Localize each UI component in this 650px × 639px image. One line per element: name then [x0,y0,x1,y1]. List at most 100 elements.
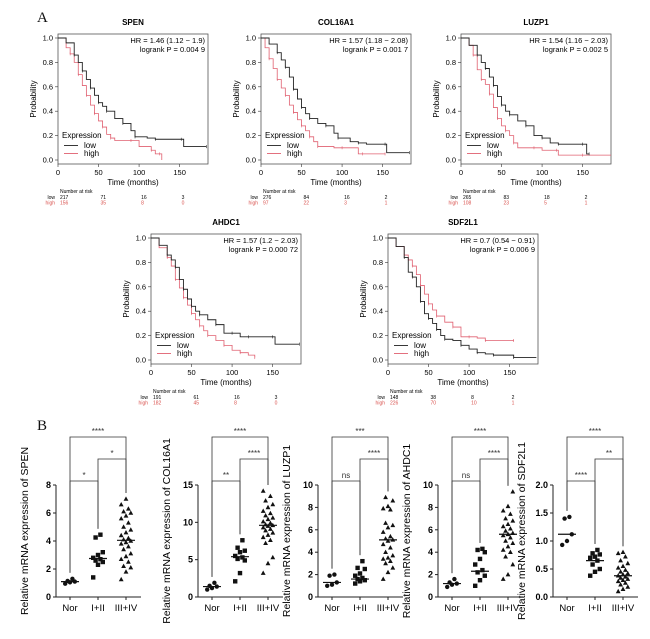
y-tick-label: 0.8 [136,258,146,267]
data-point [385,503,391,509]
significance-bracket [211,480,241,577]
x-tick-label: 50 [424,368,432,377]
risk-value: 0 [275,401,278,407]
significance-bracket [331,436,389,569]
significance-label: ns [342,471,350,480]
x-tick-label: 0 [386,368,390,377]
data-point [325,583,330,588]
x-tick-label: 50 [297,168,305,177]
risk-value: 84 [304,195,310,201]
hazard-ratio: HR = 1.46 (1.12 − 1.9) [130,36,205,45]
risk-value: 83 [504,195,510,201]
x-tick-label: 150 [576,168,589,177]
data-point [353,573,358,578]
y-axis-label: Probability [232,80,241,117]
data-point [388,558,393,563]
data-point [500,576,506,581]
data-point [98,532,103,537]
risk-value: 16 [234,395,240,401]
hazard-ratio: HR = 1.57 (1.2 − 2.03) [223,236,298,245]
risk-title: Number at risk [390,389,423,395]
plot-frame [150,233,302,365]
y-tick-label: 0.4 [446,107,456,116]
y-tick-label: 2 [308,570,313,580]
x-tick-label: Nor [444,603,459,614]
data-point [618,575,623,580]
significance-label: * [110,449,113,458]
y-tick-label: 0.4 [43,107,53,116]
y-tick-label: 0.6 [136,282,146,291]
data-point [360,558,365,564]
data-point [260,508,266,513]
data-point [390,552,396,558]
km-curve-high [261,37,386,155]
risk-value: 70 [431,401,437,407]
data-point [385,569,391,575]
y-tick-label: 1.0 [373,234,383,243]
data-point [212,580,217,586]
y-tick-label: 6 [428,525,433,535]
data-point [240,538,245,543]
data-point [505,572,511,577]
risk-value: 148 [390,395,399,401]
data-point [118,541,124,546]
legend-label-low: low [414,341,426,350]
data-point [240,555,245,560]
data-point [500,547,506,552]
data-point [100,550,105,555]
data-point [123,553,129,559]
data-point [390,565,396,570]
risk-value: 8 [141,201,144,207]
data-point [263,527,268,533]
data-point [123,569,129,574]
risk-value: 2 [385,195,388,201]
y-tick-label: 8 [308,502,313,512]
y-tick-label: 15 [183,480,193,490]
y-axis-label: Probability [29,80,38,117]
x-tick-label: III+IV [497,603,520,614]
x-tick-label: 50 [497,168,505,177]
y-tick-label: 1.0 [246,34,256,43]
data-point [118,532,124,538]
km-svg: AHDC1 0.0 0.2 0.4 0.6 0.8 1.0 0 50 100 150 Time (mo… [122,218,302,407]
km-title: COL16A1 [318,18,355,27]
legend-label-low: low [177,341,189,350]
risk-value: 1 [385,201,388,207]
x-tick-label: 50 [187,368,195,377]
dot-plot-col16a1: 0 5 10 15 Nor I+II III+IV Relative mRNA express… [150,425,290,639]
significance-label: ns [462,471,470,480]
data-point [360,575,365,581]
data-point [270,515,276,520]
km-curve-high [58,37,163,160]
significance-label: **** [234,427,246,436]
x-tick-label: I+II [473,603,486,614]
y-tick-label: 0.8 [446,58,456,67]
data-point [93,558,98,563]
km-curve-high [461,37,611,156]
data-point [242,548,247,553]
km-title: LUZP1 [523,18,549,27]
risk-row-label-high: high [46,201,56,207]
risk-value: 71 [101,195,107,201]
data-point [380,576,386,581]
x-tick-label: I+II [588,603,601,614]
data-point [265,504,271,510]
y-tick-label: 1.5 [535,508,548,518]
significance-label: ** [223,471,229,480]
y-tick-label: 6 [308,525,313,535]
legend-label-high: high [177,349,192,358]
x-tick-label: 150 [376,168,389,177]
data-point [477,556,483,562]
data-point [93,535,98,540]
y-tick-label: 4 [46,536,51,546]
data-point [475,547,480,553]
risk-value: 38 [431,395,437,401]
risk-value: 8 [471,395,474,401]
significance-label: **** [368,449,380,458]
data-point [625,576,631,581]
data-point [263,498,268,503]
data-point [620,549,626,554]
significance-bracket [451,436,509,574]
dot-svg: 0 2 4 6 8 10 Nor I+II III+IV Relative mRNA expres… [281,427,403,617]
y-tick-label: 0.4 [373,307,383,316]
